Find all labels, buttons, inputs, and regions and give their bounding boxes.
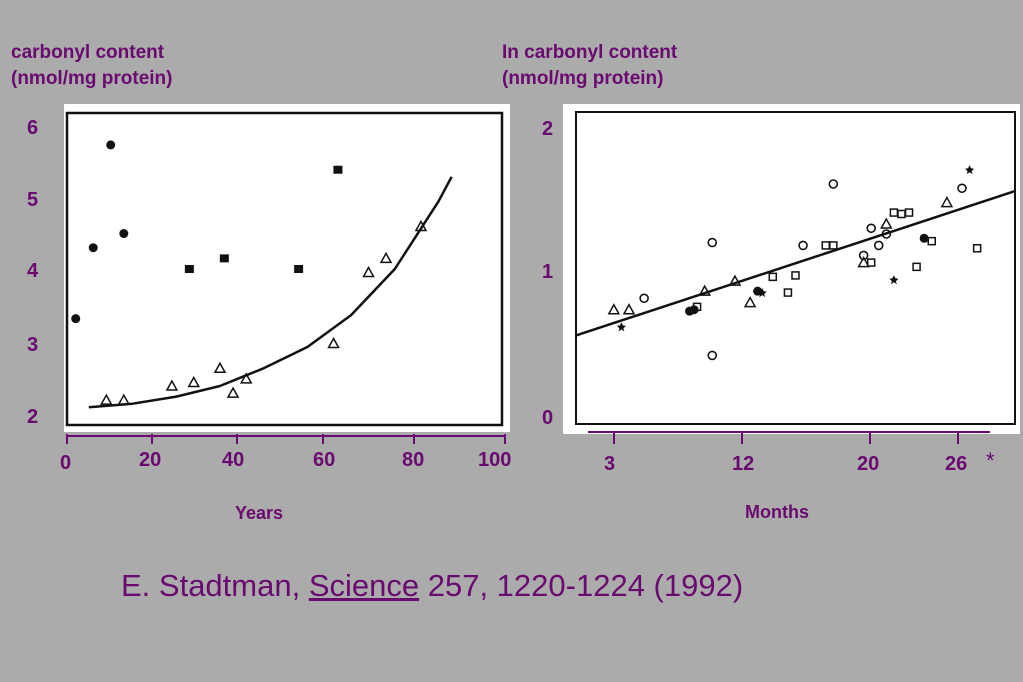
data-point-open-square bbox=[889, 208, 899, 217]
data-point-open-square bbox=[821, 241, 831, 250]
data-point-open-square bbox=[904, 208, 914, 217]
data-point-open-triangle bbox=[698, 284, 711, 296]
data-point-open-square bbox=[972, 244, 982, 253]
data-point-open-triangle bbox=[187, 375, 201, 388]
data-point-filled-circle bbox=[919, 233, 929, 243]
data-point-open-triangle bbox=[239, 372, 253, 384]
data-point-open-circle bbox=[828, 179, 839, 189]
right-y-label-line-1: In carbonyl content bbox=[502, 42, 678, 63]
right-y-tick: 0 bbox=[542, 407, 554, 429]
right-x-tick: 20 bbox=[857, 453, 880, 475]
left-x-tick: 60 bbox=[313, 449, 336, 471]
citation-journal: Science bbox=[308, 568, 420, 603]
citation-details: 257, 1220-1224 (1992) bbox=[419, 568, 744, 603]
right-y-label-line-2: (nmol/mg protein) bbox=[502, 68, 664, 89]
left-x-axis-title: Years bbox=[235, 503, 284, 523]
left-y-tick: 4 bbox=[27, 260, 39, 282]
data-point-open-circle bbox=[866, 223, 876, 234]
data-point-filled-square bbox=[219, 254, 229, 263]
data-point-star bbox=[965, 165, 975, 175]
data-point-open-triangle bbox=[379, 251, 393, 264]
fitted-curve bbox=[88, 176, 453, 409]
right-x-tick: 26 bbox=[945, 453, 968, 475]
data-point-filled-circle bbox=[71, 314, 81, 324]
data-point-open-square bbox=[768, 272, 778, 282]
citation: E. Stadtman, Science 257, 1220-1224 (199… bbox=[121, 568, 743, 604]
data-point-open-circle bbox=[873, 240, 884, 251]
plot-frame bbox=[65, 111, 504, 427]
right-chart-y-axis-label: In carbonyl content (nmol/mg protein) bbox=[502, 40, 677, 92]
data-point-open-circle bbox=[957, 183, 967, 194]
right-x-tick: 3 bbox=[604, 453, 616, 475]
right-x-tick: 12 bbox=[732, 453, 755, 475]
left-x-tick: 100 bbox=[478, 449, 512, 471]
data-point-open-square bbox=[912, 262, 921, 272]
data-point-open-circle bbox=[798, 240, 808, 251]
asterisk-note-marker: * bbox=[986, 448, 995, 473]
data-point-open-square bbox=[927, 236, 936, 246]
data-point-open-circle bbox=[707, 350, 718, 361]
right-y-tick: 1 bbox=[542, 261, 554, 283]
regression-line bbox=[575, 189, 1016, 337]
data-point-open-triangle bbox=[880, 217, 893, 229]
data-point-open-square bbox=[791, 271, 800, 280]
left-chart-y-axis-label: carbonyl content (nmol/mg protein) bbox=[11, 40, 172, 92]
plot-frame bbox=[575, 111, 1016, 425]
data-point-filled-square bbox=[294, 265, 304, 273]
left-y-tick: 2 bbox=[27, 406, 39, 428]
data-point-open-triangle bbox=[100, 393, 113, 405]
right-x-axis-title: Months bbox=[745, 502, 809, 522]
data-point-open-circle bbox=[858, 250, 869, 261]
data-point-open-triangle bbox=[213, 361, 227, 374]
data-point-open-circle bbox=[707, 237, 718, 248]
data-point-filled-circle bbox=[88, 243, 98, 253]
data-point-open-triangle bbox=[226, 386, 240, 398]
data-point-filled-circle bbox=[106, 140, 116, 150]
data-point-open-triangle bbox=[607, 303, 621, 315]
left-y-label-line-1: carbonyl content bbox=[11, 42, 165, 63]
data-point-filled-circle bbox=[119, 229, 129, 239]
citation-author: E. Stadtman, bbox=[121, 568, 309, 603]
left-x-tick: 80 bbox=[402, 449, 425, 471]
data-point-open-triangle bbox=[327, 336, 340, 349]
left-y-tick: 6 bbox=[27, 117, 39, 139]
left-x-tick: 20 bbox=[139, 449, 162, 471]
data-point-open-square bbox=[829, 241, 838, 250]
data-point-open-triangle bbox=[117, 393, 131, 405]
data-point-open-triangle bbox=[622, 303, 636, 315]
data-point-open-triangle bbox=[857, 256, 870, 268]
left-y-tick: 5 bbox=[27, 189, 39, 211]
data-point-open-triangle bbox=[743, 296, 757, 308]
data-point-open-triangle bbox=[940, 196, 954, 208]
data-point-star bbox=[889, 275, 899, 285]
data-point-filled-square bbox=[184, 265, 194, 273]
left-x-tick: 40 bbox=[222, 449, 245, 471]
right-plot-area bbox=[563, 104, 1020, 434]
data-point-open-circle bbox=[639, 293, 649, 304]
left-y-tick: 3 bbox=[27, 334, 39, 356]
data-point-open-square bbox=[783, 288, 793, 297]
data-point-star bbox=[757, 288, 767, 298]
left-x-tick: 0 bbox=[60, 452, 72, 474]
data-point-filled-circle bbox=[689, 305, 699, 315]
data-point-open-square bbox=[866, 258, 876, 267]
data-point-open-triangle bbox=[165, 379, 179, 391]
data-point-star bbox=[616, 322, 626, 332]
left-y-label-line-2: (nmol/mg protein) bbox=[11, 68, 173, 89]
right-y-tick: 2 bbox=[542, 118, 554, 140]
left-plot-area bbox=[64, 104, 510, 432]
data-point-open-triangle bbox=[728, 274, 742, 286]
data-point-open-triangle bbox=[362, 266, 375, 278]
data-point-open-square bbox=[897, 209, 906, 219]
data-point-filled-square bbox=[333, 165, 343, 174]
